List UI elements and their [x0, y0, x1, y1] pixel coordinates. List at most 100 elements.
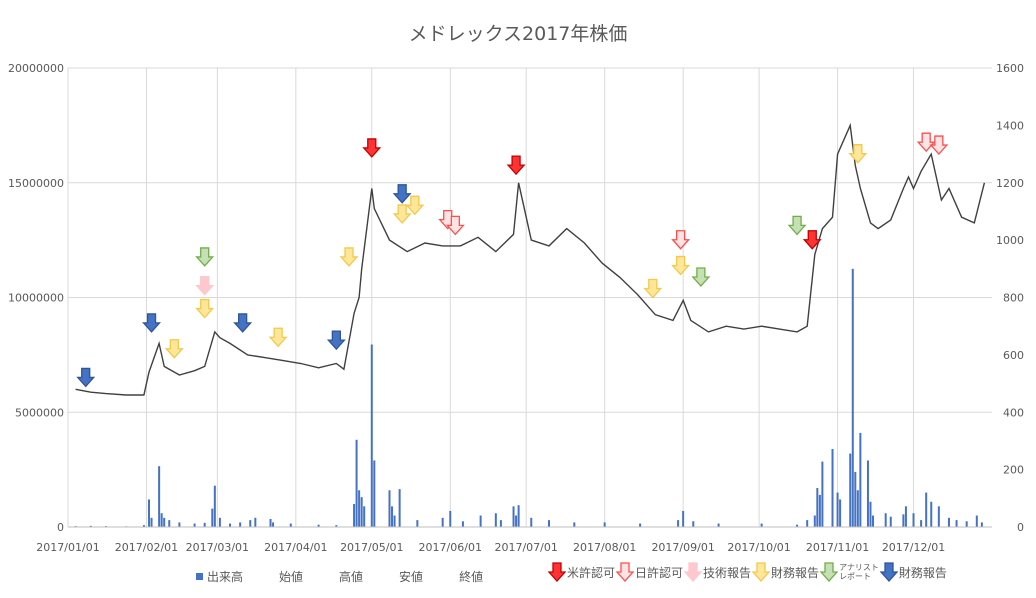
legend-item: 始値	[279, 570, 321, 584]
x-tick-label: 2017/10/01	[727, 541, 790, 554]
volume-bar	[163, 517, 166, 527]
volume-bar	[272, 522, 275, 527]
volume-bar	[965, 521, 968, 527]
volume-bar	[358, 490, 361, 527]
y-right-tick-label: 1400	[996, 119, 1024, 132]
volume-bar	[920, 520, 923, 527]
green-event-arrow	[691, 267, 711, 288]
volume-bar	[515, 515, 518, 527]
volume-bar	[441, 517, 444, 527]
yellow-event-arrow	[671, 255, 691, 276]
legend-swatch	[196, 573, 203, 580]
volume-bar	[547, 520, 550, 527]
volume-bar	[449, 510, 452, 527]
volume-bar	[89, 525, 92, 527]
red-event-arrow	[362, 138, 382, 158]
y-right-tick-label: 1000	[996, 234, 1024, 247]
volume-bar	[821, 461, 824, 527]
volume-bar	[178, 522, 181, 527]
y-left-tick-label: 20000000	[8, 62, 64, 75]
legend-item: 終値	[459, 570, 501, 584]
yellow-event-arrow	[643, 278, 663, 299]
volume-bar	[160, 513, 163, 527]
volume-bar	[360, 497, 363, 527]
volume-bar	[494, 513, 497, 527]
y-right-tick-label: 1600	[996, 62, 1024, 75]
legend-label: 出来高	[207, 570, 244, 584]
volume-bar	[479, 515, 482, 527]
volume-bar	[902, 514, 905, 527]
blue-event-arrow	[392, 184, 412, 204]
volume-bar	[831, 448, 834, 527]
x-tick-label: 2017/12/01	[882, 541, 945, 554]
y-right-tick-label: 600	[1003, 349, 1024, 362]
blue-event-arrow	[233, 313, 253, 333]
legend-marker-label: 財務報告	[898, 565, 947, 580]
volume-bars	[74, 268, 983, 527]
hollow-red-event-arrow	[671, 230, 691, 250]
blue-event-arrow	[76, 367, 96, 388]
volume-bar	[517, 505, 520, 527]
y-right-tick-label: 200	[1003, 464, 1024, 477]
y-right-tick-label: 1200	[996, 177, 1024, 190]
y-left-tick-label: 0	[57, 521, 64, 534]
volume-bar	[229, 523, 232, 527]
legend-marker-label: 米許認可	[567, 565, 616, 580]
volume-bar	[889, 516, 892, 527]
grid-lines	[67, 67, 992, 528]
volume-bar	[839, 499, 842, 527]
blue-event-arrow	[326, 330, 346, 351]
x-tick-label: 2017/06/01	[419, 541, 482, 554]
volume-bar	[461, 521, 464, 527]
yellow-event-arrow	[164, 339, 184, 359]
marker-legend: 米許認可 日許認可 技術報告 財務報告 アナリスト レポート 財務報告	[548, 562, 948, 585]
event-markers	[76, 132, 949, 388]
red-event-arrow	[802, 230, 822, 250]
volume-bar	[203, 522, 206, 527]
volume-bar	[269, 518, 272, 527]
legend-marker-label: 財務報告	[771, 565, 820, 580]
volume-bar	[947, 517, 950, 527]
legend-marker-label: アナリスト レポート	[839, 563, 879, 581]
volume-bar	[806, 520, 809, 527]
volume-bar	[603, 522, 606, 527]
volume-bar	[975, 515, 978, 527]
volume-bar	[677, 520, 680, 527]
yellow-event-arrow	[848, 144, 868, 164]
legend-marker-item: 財務報告	[879, 562, 947, 582]
volume-bar	[836, 492, 839, 527]
y-right-tick-label: 0	[1017, 521, 1024, 534]
volume-bar	[254, 517, 257, 527]
volume-bar	[355, 439, 358, 527]
volume-bar	[682, 510, 685, 527]
volume-bar	[239, 522, 242, 527]
volume-bar	[373, 460, 376, 527]
legend-label: 安値	[399, 570, 424, 584]
volume-bar	[866, 460, 869, 527]
y-right-tick-label: 800	[1003, 292, 1024, 305]
volume-bar	[512, 506, 515, 527]
volume-bar	[353, 504, 356, 527]
yellow-event-arrow	[392, 204, 412, 224]
volume-bar	[388, 490, 391, 527]
legend-item: 出来高	[196, 570, 261, 584]
legend-item: 高値	[339, 570, 381, 584]
volume-bar	[955, 520, 958, 527]
volume-bar	[692, 521, 695, 527]
volume-bar	[796, 524, 799, 527]
volume-bar	[398, 489, 401, 527]
volume-bar	[148, 499, 151, 527]
x-tick-label: 2017/03/01	[186, 541, 249, 554]
volume-bar	[158, 466, 161, 527]
volume-bar	[869, 501, 872, 527]
volume-bar	[193, 523, 196, 527]
yellow-event-arrow	[195, 298, 215, 319]
chart-title: メドレックス2017年株価	[408, 23, 628, 45]
hollow-red-event-arrow	[445, 215, 465, 236]
x-tick-label: 2017/08/01	[573, 541, 636, 554]
volume-bar	[872, 515, 875, 527]
volume-bar	[639, 523, 642, 527]
x-tick-label: 2017/01/01	[36, 541, 99, 554]
volume-bar	[884, 513, 887, 527]
volume-bar	[289, 523, 292, 527]
